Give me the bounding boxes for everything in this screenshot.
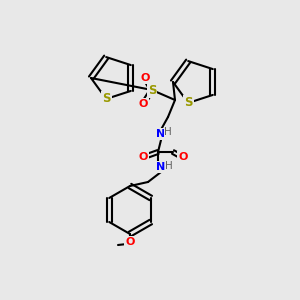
Text: O: O xyxy=(178,152,188,162)
Text: S: S xyxy=(102,92,110,105)
Text: H: H xyxy=(164,127,172,137)
Text: O: O xyxy=(138,99,148,109)
Text: O: O xyxy=(138,152,148,162)
Text: O: O xyxy=(125,237,135,247)
Text: H: H xyxy=(165,161,173,171)
Text: S: S xyxy=(148,83,156,97)
Text: O: O xyxy=(140,73,150,83)
Text: S: S xyxy=(184,96,193,110)
Text: N: N xyxy=(156,129,166,139)
Text: N: N xyxy=(156,162,166,172)
